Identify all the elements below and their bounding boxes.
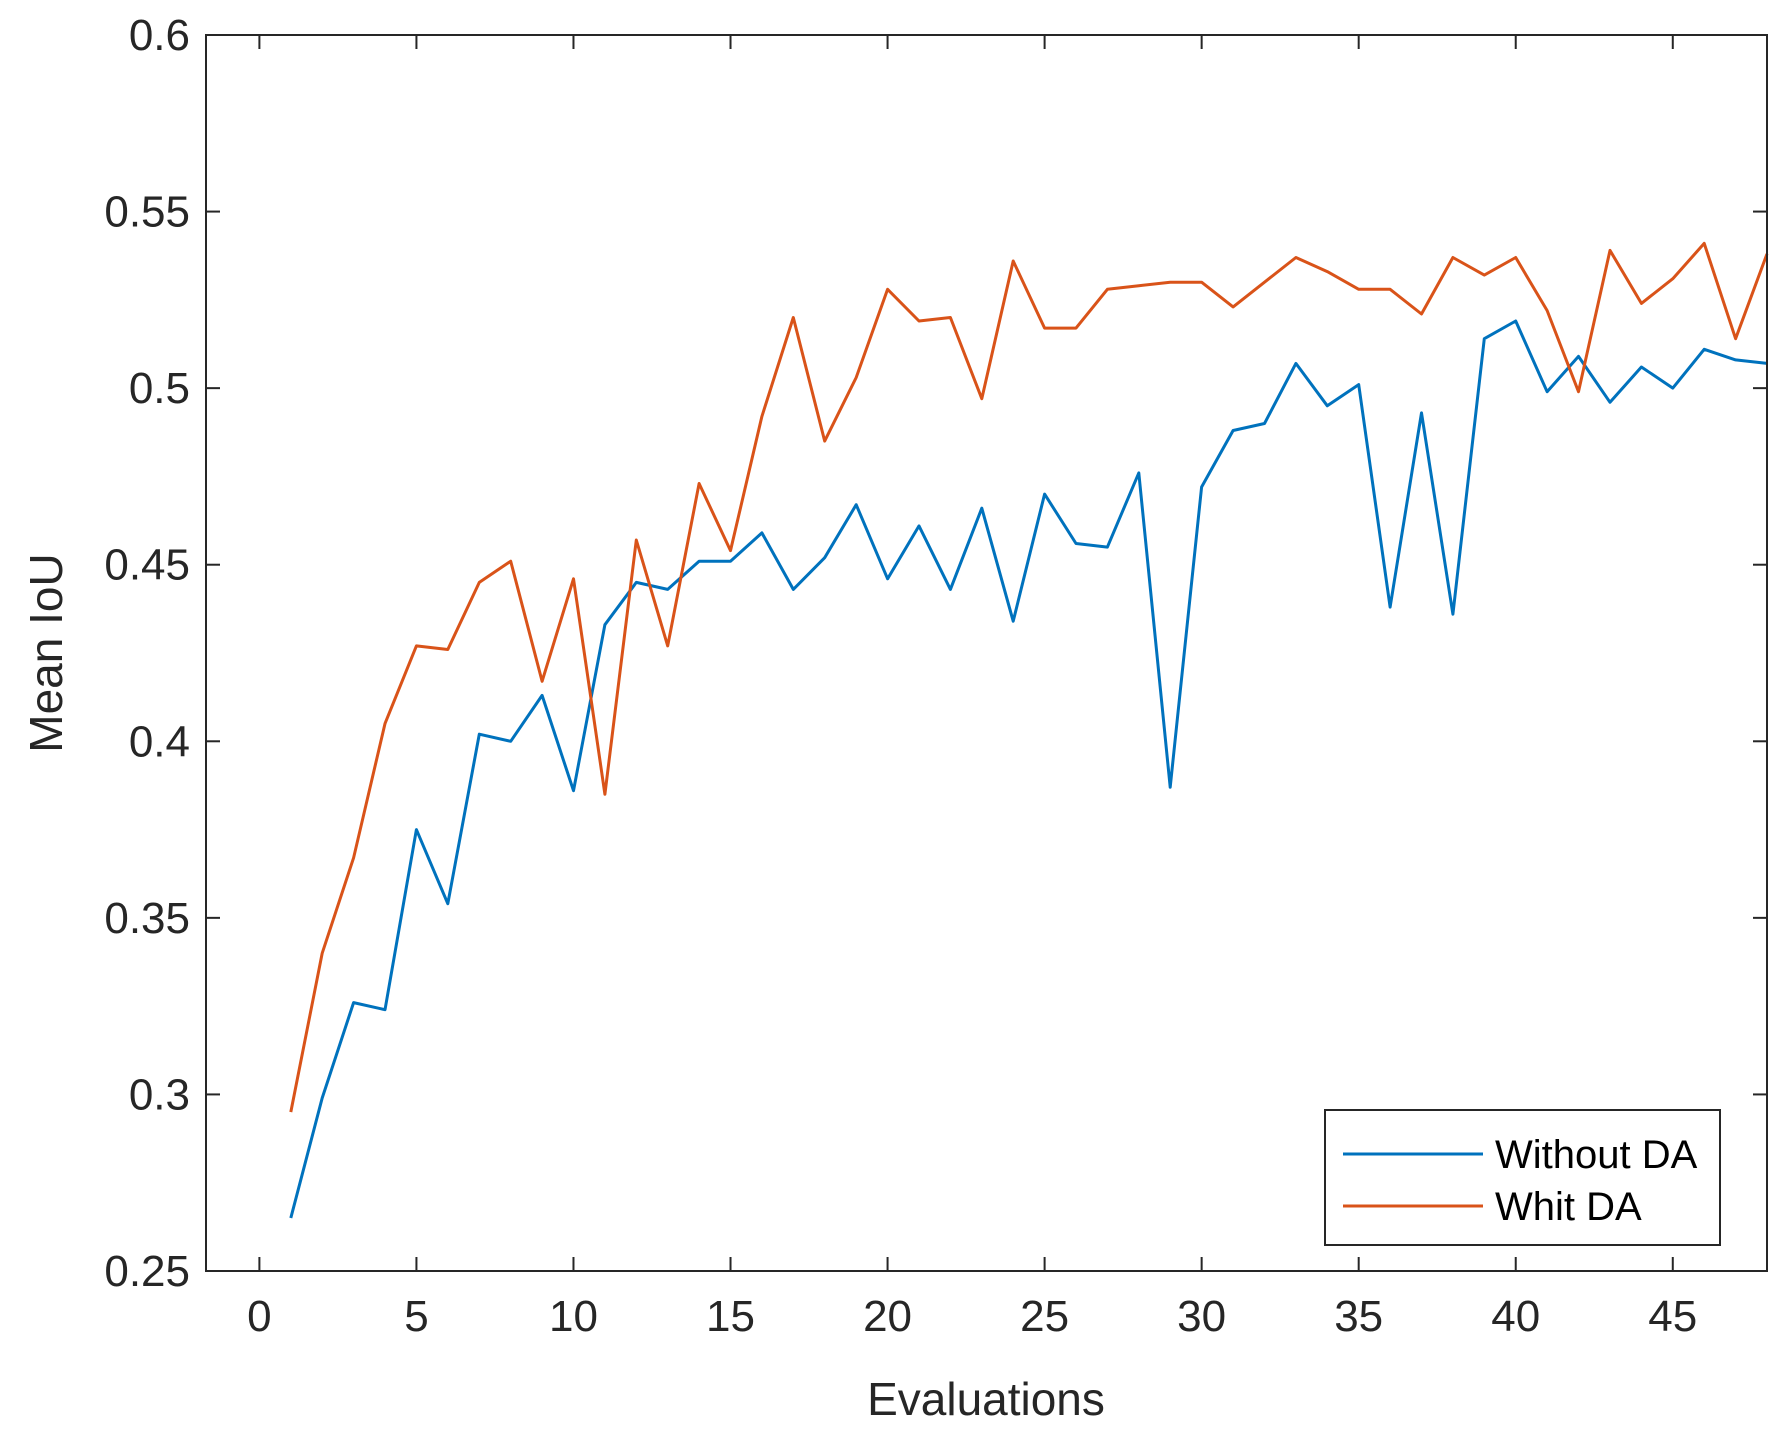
y-tick-label: 0.25 — [104, 1247, 190, 1296]
y-tick-label: 0.6 — [129, 11, 190, 60]
plot-frame — [205, 34, 1768, 1272]
y-axis-label: Mean IoU — [20, 553, 72, 752]
axes-layer: 0 5 10 15 20 25 30 35 40 45 0.25 0.3 0.35 0.4 0.45 0.5 0… — [104, 11, 1768, 1341]
plot-background — [206, 35, 1767, 1271]
y-tick-label: 0.55 — [104, 188, 190, 237]
series-line-2 — [289, 241, 1769, 1113]
y-tick-label: 0.35 — [104, 894, 190, 943]
x-tick-label: 10 — [549, 1292, 598, 1341]
x-tick-label: 0 — [247, 1292, 271, 1341]
x-axis-label: Evaluations — [867, 1373, 1105, 1425]
x-tick-label: 25 — [1020, 1292, 1069, 1341]
series-line-1 — [289, 319, 1768, 1219]
legend: Without DA Whit DA — [1324, 1109, 1721, 1246]
x-tick-label: 35 — [1334, 1292, 1383, 1341]
x-tick-label: 20 — [863, 1292, 912, 1341]
x-tick-label: 45 — [1648, 1292, 1697, 1341]
y-tick-label: 0.45 — [104, 541, 190, 590]
y-tick-label: 0.3 — [129, 1070, 190, 1119]
y-tick-label: 0.5 — [129, 364, 190, 413]
y-tick-label: 0.4 — [129, 717, 190, 766]
legend-label-2: Whit DA — [1495, 1185, 1642, 1229]
legend-label-1: Without DA — [1495, 1133, 1698, 1177]
x-tick-label: 5 — [404, 1292, 428, 1341]
legend-box — [1324, 1109, 1721, 1246]
x-tick-label: 40 — [1491, 1292, 1540, 1341]
x-tick-label: 30 — [1177, 1292, 1226, 1341]
x-tick-label: 15 — [706, 1292, 755, 1341]
series-layer — [289, 241, 1769, 1219]
